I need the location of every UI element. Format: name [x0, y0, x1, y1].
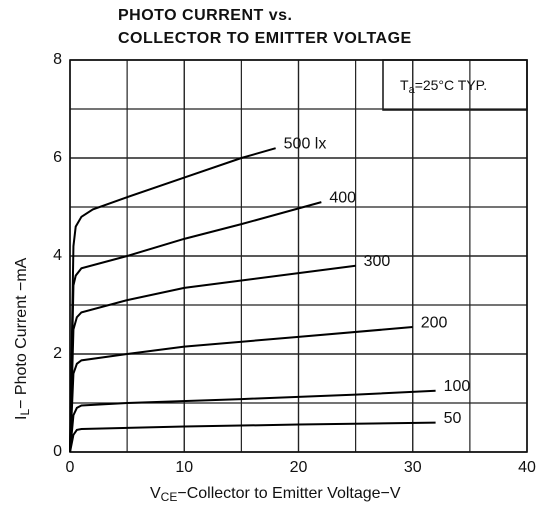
x-tick-label: 0 [66, 459, 75, 476]
x-tick-label: 10 [175, 459, 193, 476]
annotation-part: =25°C TYP. [415, 77, 487, 93]
curve [69, 264, 356, 453]
plot-frame [69, 59, 528, 453]
y-axis-label: IL− Photo Current −mA [13, 257, 32, 420]
curve [69, 421, 436, 453]
x-axis-label-part: −Collector to Emitter Voltage−V [177, 485, 401, 502]
annotation-part: T [400, 77, 409, 93]
y-tick-label: 0 [53, 443, 62, 460]
y-tick-label: 6 [53, 149, 62, 166]
y-tick-label: 8 [53, 51, 62, 68]
curve [69, 326, 413, 453]
x-axis-label: VCE−Collector to Emitter Voltage−V [150, 485, 401, 504]
y-axis-label-part: − Photo Current −mA [13, 257, 30, 409]
y-axis-label-part: I [13, 416, 30, 420]
y-axis-label-sub: L [18, 409, 32, 416]
x-tick-label: 30 [404, 459, 422, 476]
curve-label: 200 [421, 314, 448, 331]
curve-label: 50 [444, 410, 462, 427]
x-tick-label: 40 [518, 459, 536, 476]
chart-title-line: PHOTO CURRENT vs. [118, 7, 292, 24]
curve-label: 500 lx [284, 135, 327, 152]
curve [69, 201, 322, 453]
curve [69, 389, 436, 453]
y-tick-label: 2 [53, 345, 62, 362]
curve-label: 100 [444, 378, 471, 395]
curve-label: 400 [329, 189, 356, 206]
x-axis-label-part: V [150, 485, 161, 502]
x-axis-label-sub: CE [161, 490, 178, 504]
chart-title-line: COLLECTOR TO EMITTER VOLTAGE [118, 30, 412, 47]
curve [69, 147, 276, 453]
x-tick-label: 20 [290, 459, 308, 476]
y-tick-label: 4 [53, 247, 62, 264]
curve-label: 300 [364, 253, 391, 270]
